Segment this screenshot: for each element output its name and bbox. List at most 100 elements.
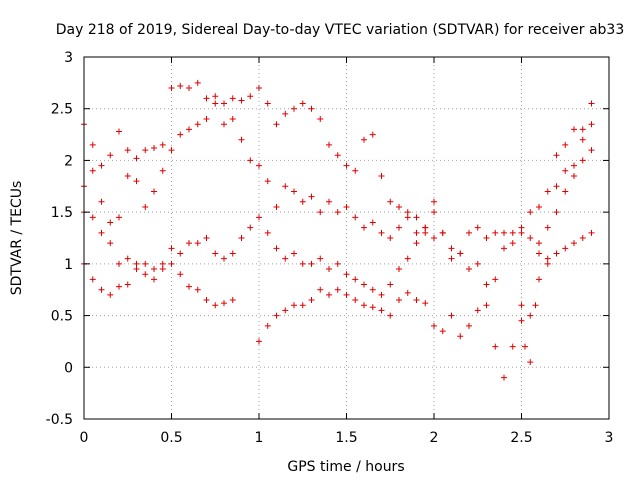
data-point-marker [527, 312, 534, 319]
data-point-marker [168, 85, 175, 92]
data-point-marker [142, 260, 149, 267]
data-point-marker [369, 304, 376, 311]
data-point-marker [422, 224, 429, 231]
data-point-marker [159, 141, 166, 148]
data-point-marker [439, 229, 446, 236]
x-tick-label: 1.5 [335, 430, 357, 446]
data-point-marker [571, 240, 577, 247]
data-point-marker [544, 255, 551, 262]
data-point-marker [518, 229, 525, 236]
data-point-marker [588, 100, 595, 107]
series-arc-4 [81, 260, 236, 309]
data-point-marker [168, 147, 175, 154]
data-point-marker [273, 312, 280, 319]
data-point-marker [186, 283, 192, 290]
data-point-marker [186, 126, 192, 133]
data-point-marker [431, 322, 437, 329]
data-point-marker [229, 95, 236, 102]
data-point-marker [343, 203, 350, 210]
data-point-marker [107, 219, 114, 226]
data-point-marker [387, 281, 394, 288]
data-point-marker [291, 188, 297, 195]
data-point-marker [159, 167, 166, 174]
data-point-marker [361, 224, 367, 231]
data-point-marker [159, 260, 166, 267]
data-point-marker [194, 121, 201, 128]
data-point-marker [361, 281, 367, 288]
data-point-marker [238, 235, 245, 241]
data-point-marker [334, 260, 341, 267]
series-arc-7 [518, 121, 595, 366]
data-point-marker [369, 286, 376, 293]
data-point-marker [579, 235, 586, 241]
data-point-marker [194, 79, 201, 86]
data-point-marker [282, 183, 289, 190]
data-point-marker [352, 167, 359, 174]
data-point-marker [273, 121, 280, 128]
data-point-marker [308, 105, 315, 112]
data-point-marker [431, 198, 437, 205]
data-point-marker [89, 167, 96, 174]
data-point-marker [116, 214, 122, 221]
data-point-marker [457, 250, 464, 257]
data-point-marker [142, 203, 149, 210]
data-point-marker [124, 147, 131, 154]
data-point-marker [352, 214, 359, 221]
data-point-marker [299, 302, 306, 309]
data-point-marker [343, 271, 350, 278]
series-arc-1 [81, 79, 595, 257]
data-point-marker [203, 235, 210, 241]
data-point-marker [124, 281, 131, 288]
data-point-marker [501, 229, 507, 236]
y-axis-label: SDTVAR / TECUs [9, 181, 25, 296]
data-point-marker [256, 162, 262, 169]
data-point-marker [378, 172, 385, 179]
data-point-marker [151, 276, 157, 283]
data-point-marker [553, 250, 560, 257]
data-point-marker [133, 266, 140, 273]
data-point-marker [186, 85, 192, 92]
data-point-marker [448, 245, 455, 252]
data-point-marker [98, 198, 105, 205]
data-point-marker [352, 297, 359, 304]
data-point-marker [343, 162, 350, 169]
data-point-marker [282, 307, 289, 314]
data-point-marker [317, 286, 324, 293]
data-point-marker [291, 302, 297, 309]
data-point-marker [107, 240, 114, 247]
data-point-marker [413, 297, 420, 304]
data-point-marker [264, 100, 271, 107]
data-point-marker [326, 266, 332, 273]
data-point-marker [151, 188, 157, 195]
data-point-marker [256, 214, 262, 221]
y-tick-label: 0 [64, 360, 73, 376]
data-point-marker [509, 343, 516, 350]
data-point-marker [203, 95, 210, 102]
data-point-marker [518, 302, 525, 309]
data-point-marker [361, 136, 367, 143]
data-point-marker [203, 297, 210, 304]
data-point-marker [107, 291, 114, 298]
data-point-marker [387, 312, 394, 319]
data-point-marker [177, 250, 184, 257]
data-point-marker [474, 307, 481, 314]
data-point-marker [571, 162, 577, 169]
data-point-marker [317, 255, 324, 262]
data-point-marker [527, 209, 534, 216]
data-point-marker [334, 152, 341, 159]
data-point-marker [264, 178, 271, 185]
data-point-marker [588, 121, 595, 128]
x-tick-label: 2 [430, 430, 439, 446]
data-point-marker [177, 82, 184, 89]
data-point-marker [536, 203, 542, 210]
data-point-marker [317, 209, 324, 216]
y-tick-label: 3 [64, 50, 73, 66]
data-point-marker [124, 172, 131, 179]
data-point-marker [483, 235, 490, 241]
data-point-marker [562, 188, 569, 195]
x-tick-label: 0.5 [160, 430, 182, 446]
data-point-marker [404, 289, 411, 296]
data-point-marker [221, 100, 227, 107]
data-point-marker [326, 141, 332, 148]
data-point-marker [247, 93, 254, 100]
